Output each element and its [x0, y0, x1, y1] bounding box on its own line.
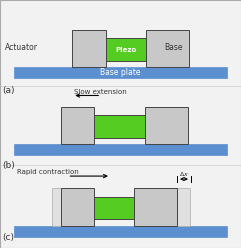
Bar — [146, 30, 189, 67]
Text: (b): (b) — [2, 161, 15, 170]
Text: $\Delta x$: $\Delta x$ — [179, 170, 189, 178]
Bar — [134, 188, 177, 226]
Text: (a): (a) — [2, 87, 14, 95]
Bar — [69, 114, 92, 139]
Bar — [14, 144, 227, 155]
Text: Rapid contraction: Rapid contraction — [17, 169, 79, 175]
Bar — [14, 226, 227, 237]
Bar — [94, 115, 145, 138]
Text: Piezo: Piezo — [115, 47, 137, 53]
Bar — [145, 107, 188, 144]
Bar — [52, 188, 75, 226]
Bar — [14, 67, 227, 78]
Bar — [177, 188, 190, 226]
Text: Slow extension: Slow extension — [74, 89, 126, 95]
Bar — [106, 38, 146, 61]
Bar — [72, 30, 106, 67]
Text: (c): (c) — [2, 233, 14, 242]
Text: Base: Base — [164, 43, 183, 52]
Text: Base plate: Base plate — [100, 68, 141, 77]
Bar — [61, 107, 94, 144]
Text: Actuator: Actuator — [5, 43, 38, 52]
Bar — [61, 188, 94, 226]
Bar — [94, 197, 134, 219]
